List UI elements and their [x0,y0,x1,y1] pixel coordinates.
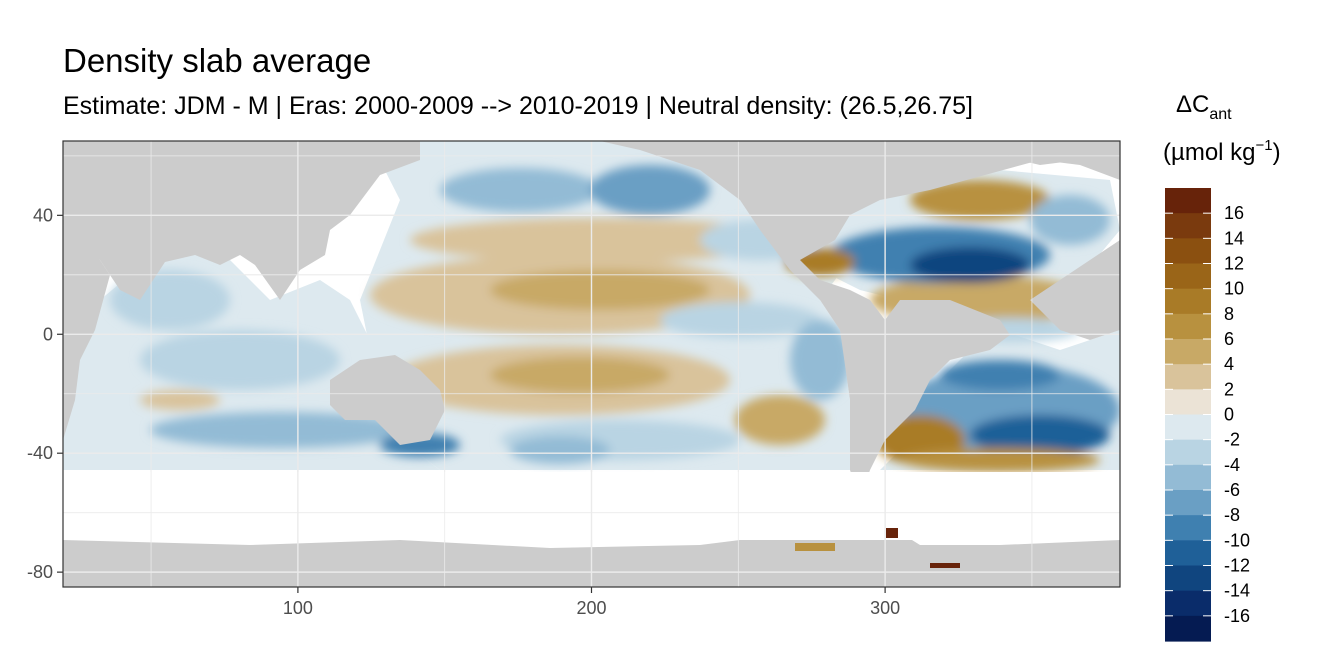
ross-tan [795,543,835,551]
x-tick-label: 100 [283,598,313,618]
patch-north-pacific-east [590,165,710,215]
patch-kuroshio [440,168,600,212]
chart-subtitle: Estimate: JDM - M | Eras: 2000-2009 --> … [63,92,973,120]
legend-swatch [1165,389,1211,416]
weddell-high [930,563,960,568]
y-tick-label: -80 [27,562,53,582]
legend-label: -16 [1224,606,1250,626]
legend-label: -8 [1224,505,1240,525]
patch-indian-central [140,330,340,390]
legend-swatch [1165,414,1211,441]
legend-swatch [1165,339,1211,365]
land-greenland [1000,141,1090,165]
gridlines-overlay [63,141,1120,587]
legend-swatch [1165,464,1211,491]
land-africa-west [1030,240,1120,340]
legend-swatch [1165,213,1211,239]
land-americas [600,141,1120,500]
patch-indian-south-band [150,412,410,448]
antarctic-peninsula-high [886,528,898,538]
legend-unit: (µmol kg−1) [1163,137,1281,166]
legend-label: -2 [1224,430,1240,450]
legend-label: -12 [1224,556,1250,576]
colorbar-legend: ΔCant (µmol kg−1) 16 14 12 10 8 6 4 2 0 -2 -4 -6 -8 -… [1163,91,1281,642]
legend-label: 14 [1224,228,1244,248]
legend-swatch [1165,238,1211,265]
legend-label: 12 [1224,254,1244,274]
patch-south-atlantic-core [970,415,1110,455]
y-axis: 40 0 -40 -80 [27,205,63,582]
legend-swatch [1165,439,1211,466]
legend-swatch [1165,515,1211,541]
legend-colorbar [1165,188,1211,642]
legend-label: 10 [1224,279,1244,299]
legend-swatch [1165,288,1211,315]
legend-labels: 16 14 12 10 8 6 4 2 0 -2 -4 -6 -8 -10 -12 -14 -16 [1224,203,1250,626]
patch-tropical-pacific-north-core [490,270,710,310]
patch-tropical-pacific-south-core [490,357,670,393]
legend-label: 2 [1224,379,1234,399]
legend-swatch [1165,565,1211,592]
legend-label: -14 [1224,581,1250,601]
patch-south-pacific-tan [735,395,825,445]
legend-swatch [1165,188,1211,214]
legend-label: -6 [1224,480,1240,500]
patch-indian-tan [140,390,220,410]
x-tick-label: 200 [576,598,606,618]
legend-label: 16 [1224,203,1244,223]
y-tick-label: 0 [43,324,53,344]
legend-title: ΔCant [1176,91,1232,123]
patch-equatorial-east [660,302,820,338]
patch-north-pacific-band [410,218,790,262]
y-tick-label: 40 [33,205,53,225]
legend-swatch [1165,263,1211,290]
legend-label: 0 [1224,405,1234,425]
legend-label: -4 [1224,455,1240,475]
legend-swatch [1165,364,1211,390]
patch-na-subpolar-core [910,247,1030,283]
land-africa-east [63,225,110,440]
legend-swatch [1165,490,1211,516]
land-eurasia-africa [63,141,420,300]
legend-swatch [1165,590,1211,617]
x-axis: 100 200 300 [283,587,900,618]
legend-swatch [1165,615,1211,642]
patch-south-atlantic-north [940,360,1060,390]
legend-swatch [1165,540,1211,567]
land-australia [330,355,445,445]
patch-south-pacific-east-blue [790,320,850,400]
x-tick-label: 300 [870,598,900,618]
patch-south-pacific-blue-core [510,436,610,464]
patch-na-north [910,180,1050,220]
legend-label: 4 [1224,354,1234,374]
chart-title: Density slab average [63,42,372,79]
legend-label: 8 [1224,304,1234,324]
legend-label: -10 [1224,530,1250,550]
y-tick-label: -40 [27,443,53,463]
patch-na-upper [1030,195,1110,245]
legend-swatch [1165,313,1211,340]
legend-label: 6 [1224,329,1234,349]
patch-argentina-shelf [900,448,1100,472]
